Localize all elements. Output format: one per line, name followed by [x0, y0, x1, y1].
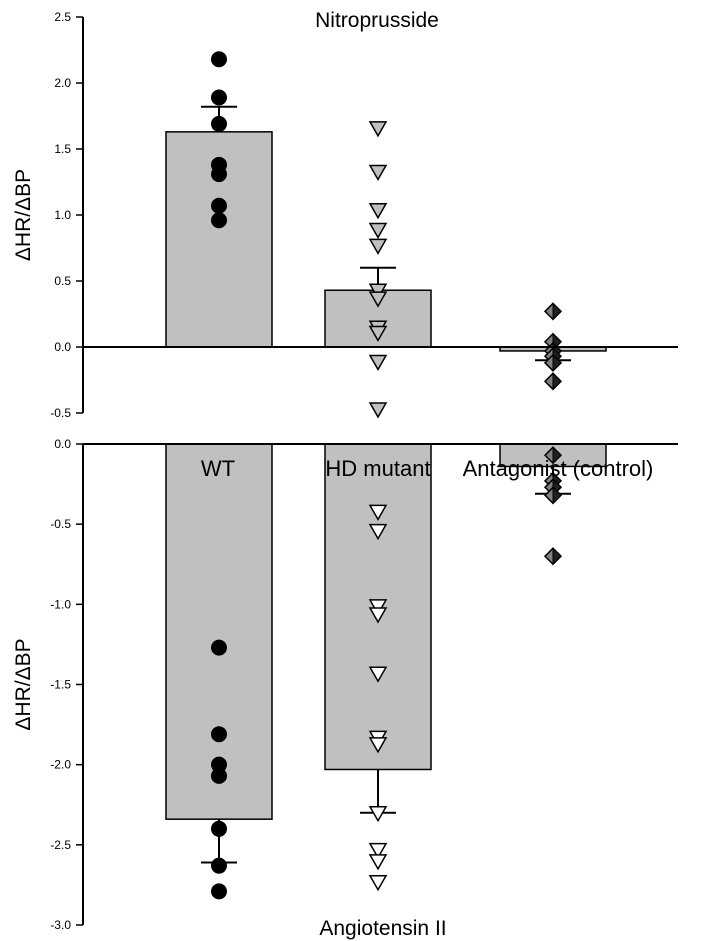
point-triangle: [368, 402, 388, 419]
point-diamond-shade: [552, 372, 562, 391]
y-tick-label: 2.5: [54, 10, 71, 24]
point-circle: [211, 857, 227, 874]
point-triangle: [368, 599, 388, 616]
category-label: Antagonist (control): [463, 456, 654, 481]
point-triangle: [368, 291, 388, 308]
point-triangle: [368, 325, 388, 342]
point-triangle: [368, 354, 388, 372]
y-tick-label: 0.0: [54, 340, 71, 354]
point-circle: [211, 89, 227, 106]
y-tick-label: 1.5: [54, 142, 71, 156]
point-triangle: [368, 504, 388, 521]
point-triangle: [368, 121, 388, 138]
bar-0: [165, 443, 273, 820]
point-triangle: [368, 222, 388, 240]
point-diamond-shade: [552, 353, 562, 373]
point-circle: [211, 639, 227, 656]
point-triangle: [368, 666, 388, 683]
category-label: HD mutant: [325, 456, 430, 481]
y-axis-label: ΔHR/ΔBP: [12, 169, 35, 261]
chart-title: Nitroprusside: [315, 9, 439, 32]
point-triangle: [368, 164, 388, 181]
y-axis-label: ΔHR/ΔBP: [12, 638, 35, 730]
point-circle: [211, 115, 227, 132]
point-circle: [211, 197, 227, 214]
category-labels: WT HD mutant Antagonist (control): [201, 456, 653, 481]
y-tick-label: 0.0: [54, 437, 71, 451]
point-diamond-shade: [552, 486, 562, 505]
point-circle: [211, 767, 227, 784]
point-triangle: [368, 737, 388, 754]
point-circle: [211, 726, 227, 743]
y-tick-label: 0.5: [54, 274, 71, 288]
point-diamond-shade: [552, 302, 562, 321]
point-triangle: [368, 854, 388, 871]
point-triangle: [368, 842, 388, 860]
y-tick-label: -2.0: [50, 758, 71, 772]
point-circle: [211, 51, 227, 68]
category-label: WT: [201, 456, 235, 481]
nitroprusside-panel: Nitroprusside ΔHR/ΔBP -0.5 0.0 0.5 1.0 1.5 2.0 2…: [12, 9, 678, 420]
y-tick-label: -1.5: [50, 678, 71, 692]
y-tick-label: -1.0: [50, 597, 71, 611]
point-triangle: [368, 806, 388, 823]
chart-title: Angiotensin II: [319, 917, 446, 940]
point-triangle: [368, 202, 388, 220]
y-tick-label: -2.5: [50, 838, 71, 852]
y-tick-label: 1.0: [54, 208, 71, 222]
point-diamond-shade: [552, 547, 562, 566]
y-tick-label: 2.0: [54, 76, 71, 90]
point-circle: [211, 883, 227, 900]
point-triangle: [368, 523, 388, 541]
y-tick-label: -0.5: [50, 517, 71, 531]
angiotensin-panel: Angiotensin II ΔHR/ΔBP -3.0 -2.5 -2.0 -1.5 -1.…: [12, 437, 678, 940]
y-tick-label: -3.0: [50, 918, 71, 932]
point-circle: [211, 820, 227, 837]
y-tick-label: -0.5: [50, 406, 71, 420]
point-circle: [211, 166, 227, 183]
point-triangle: [368, 283, 388, 300]
point-triangle: [368, 238, 388, 255]
point-circle: [211, 212, 227, 229]
point-triangle: [368, 874, 388, 892]
point-diamond-shade: [552, 446, 562, 465]
point-triangle: [368, 607, 388, 624]
